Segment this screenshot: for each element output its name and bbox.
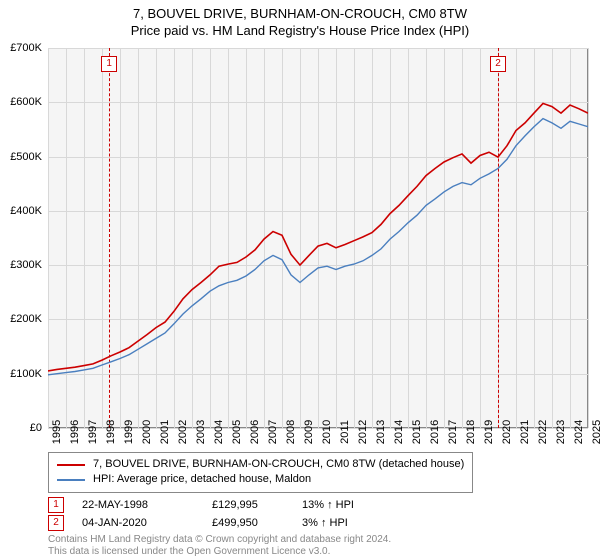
legend-label-property: 7, BOUVEL DRIVE, BURNHAM-ON-CROUCH, CM0 … — [93, 457, 464, 472]
x-axis-label: 2003 — [195, 420, 207, 444]
transaction-row: 1 22-MAY-1998 £129,995 13% ↑ HPI — [48, 496, 392, 514]
x-axis-label: 2025 — [591, 420, 600, 444]
x-axis-label: 2000 — [141, 420, 153, 444]
transaction-row: 2 04-JAN-2020 £499,950 3% ↑ HPI — [48, 514, 392, 532]
y-axis-label: £500K — [10, 151, 42, 163]
legend-item-property: 7, BOUVEL DRIVE, BURNHAM-ON-CROUCH, CM0 … — [57, 457, 464, 472]
footnote-line-2: This data is licensed under the Open Gov… — [48, 546, 391, 558]
series-property — [48, 103, 588, 371]
legend-swatch-property — [57, 464, 85, 466]
transaction-date: 22-MAY-1998 — [82, 499, 212, 511]
chart-title: 7, BOUVEL DRIVE, BURNHAM-ON-CROUCH, CM0 … — [0, 0, 600, 40]
y-axis-label: £700K — [10, 42, 42, 54]
x-axis-label: 2011 — [339, 420, 351, 444]
x-axis-label: 1997 — [87, 420, 99, 444]
x-axis-label: 2024 — [573, 420, 585, 444]
x-axis-label: 2013 — [375, 420, 387, 444]
x-axis-label: 2019 — [483, 420, 495, 444]
transaction-price: £129,995 — [212, 499, 302, 511]
chart-plot-area: 12 £0£100K£200K£300K£400K£500K£600K£700K… — [48, 48, 588, 428]
x-axis-label: 1998 — [105, 420, 117, 444]
x-axis-label: 2015 — [411, 420, 423, 444]
legend-swatch-hpi — [57, 479, 85, 481]
legend-label-hpi: HPI: Average price, detached house, Mald… — [93, 472, 311, 487]
transaction-date: 04-JAN-2020 — [82, 517, 212, 529]
x-axis-label: 2007 — [267, 420, 279, 444]
legend: 7, BOUVEL DRIVE, BURNHAM-ON-CROUCH, CM0 … — [48, 452, 473, 493]
footnote-line-1: Contains HM Land Registry data © Crown c… — [48, 534, 391, 546]
y-axis-label: £400K — [10, 205, 42, 217]
x-axis-label: 2020 — [501, 420, 513, 444]
gridline-v — [588, 48, 589, 428]
x-axis-label: 2004 — [213, 420, 225, 444]
transaction-badge-2: 2 — [48, 515, 64, 531]
x-axis-label: 2016 — [429, 420, 441, 444]
x-axis-label: 2005 — [231, 420, 243, 444]
y-axis-label: £300K — [10, 259, 42, 271]
transaction-price: £499,950 — [212, 517, 302, 529]
title-line-2: Price paid vs. HM Land Registry's House … — [0, 23, 600, 40]
x-axis-label: 2002 — [177, 420, 189, 444]
series-lines — [48, 48, 588, 428]
x-axis-label: 2017 — [447, 420, 459, 444]
x-axis-label: 2012 — [357, 420, 369, 444]
x-axis-label: 1999 — [123, 420, 135, 444]
x-axis-label: 2009 — [303, 420, 315, 444]
x-axis-label: 2014 — [393, 420, 405, 444]
transaction-badge-1: 1 — [48, 497, 64, 513]
legend-item-hpi: HPI: Average price, detached house, Mald… — [57, 472, 464, 487]
x-axis-label: 2006 — [249, 420, 261, 444]
title-line-1: 7, BOUVEL DRIVE, BURNHAM-ON-CROUCH, CM0 … — [0, 6, 600, 23]
x-axis-label: 2018 — [465, 420, 477, 444]
transactions-table: 1 22-MAY-1998 £129,995 13% ↑ HPI 2 04-JA… — [48, 496, 392, 532]
y-axis-label: £200K — [10, 313, 42, 325]
y-axis-label: £0 — [30, 422, 42, 434]
x-axis-label: 2022 — [537, 420, 549, 444]
footnote: Contains HM Land Registry data © Crown c… — [48, 534, 391, 558]
x-axis-label: 2008 — [285, 420, 297, 444]
x-axis-label: 2010 — [321, 420, 333, 444]
x-axis-label: 1995 — [51, 420, 63, 444]
y-axis-label: £100K — [10, 368, 42, 380]
x-axis-label: 1996 — [69, 420, 81, 444]
transaction-delta: 3% ↑ HPI — [302, 517, 392, 529]
y-axis-label: £600K — [10, 96, 42, 108]
x-axis-label: 2023 — [555, 420, 567, 444]
x-axis-label: 2021 — [519, 420, 531, 444]
transaction-delta: 13% ↑ HPI — [302, 499, 392, 511]
x-axis-label: 2001 — [159, 420, 171, 444]
